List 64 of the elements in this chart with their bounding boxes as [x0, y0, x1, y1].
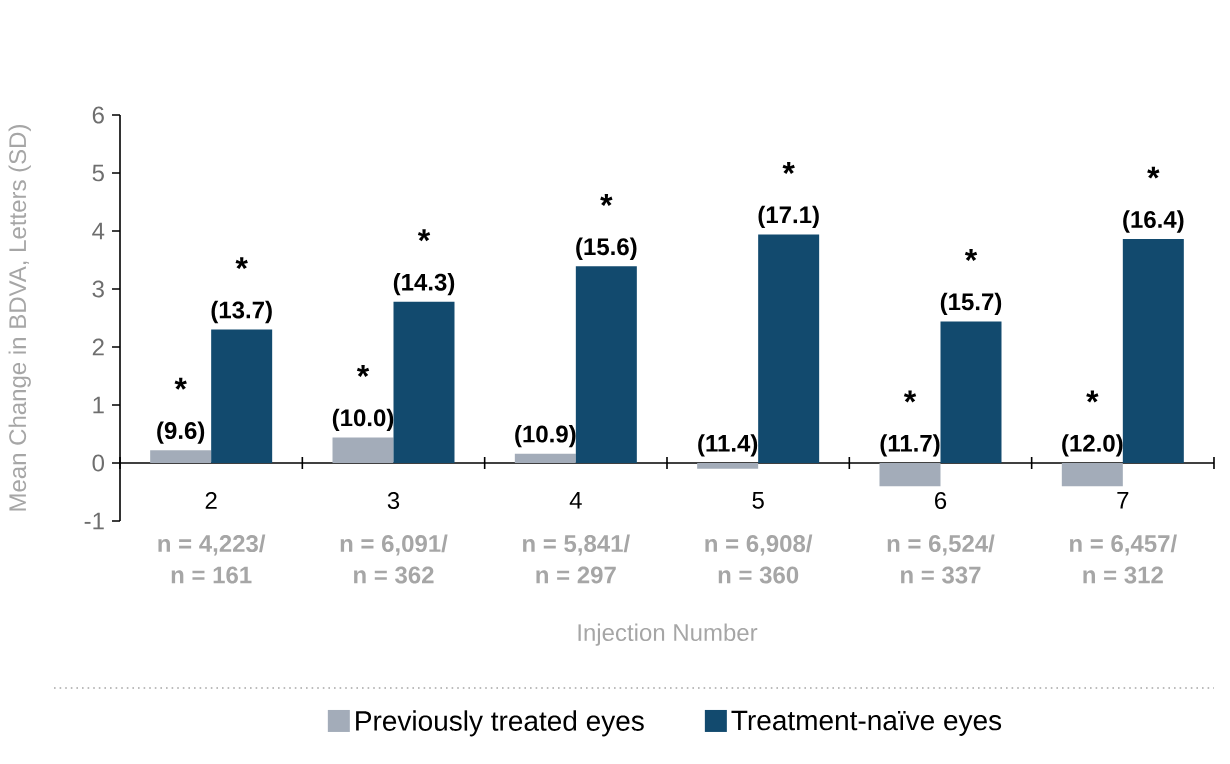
y-tick-label: 3: [92, 280, 104, 298]
bar: [393, 301, 455, 463]
bar: [697, 462, 759, 469]
bar: [575, 266, 637, 463]
y-tick-label: 4: [92, 222, 105, 240]
bar: [940, 321, 1002, 463]
bar: [150, 450, 212, 463]
annotation: (16.4): [1123, 210, 1184, 233]
annotation: (9.6): [157, 421, 205, 444]
y-axis-title: Mean Change in BDVA, Letters (SD): [8, 125, 31, 511]
annotation: (15.6): [576, 237, 637, 260]
text: n = 4,223/: [158, 534, 266, 556]
x-tick-label: 2: [205, 492, 217, 509]
legend-label: Treatment-naïve eyes: [731, 710, 1002, 736]
text: n = 6,457/: [1070, 534, 1177, 556]
text: n = 362: [354, 566, 434, 584]
annotation: (10.9): [515, 424, 576, 448]
text: n = 312: [1083, 566, 1163, 584]
annotation: *: [782, 162, 795, 174]
annotation: (15.7): [940, 292, 1002, 316]
y-tick-label: 1: [93, 396, 104, 414]
y-tick-label: 5: [92, 164, 104, 182]
annotation: *: [964, 249, 978, 261]
text: n = 297: [536, 566, 616, 584]
y-tick-label: 6: [92, 106, 104, 124]
legend-label: Previously treated eyes: [356, 710, 644, 737]
bar: [211, 329, 273, 463]
x-tick-label: 3: [387, 492, 400, 510]
text: n = 6,091/: [340, 534, 448, 556]
x-tick-label: 6: [935, 492, 947, 510]
text: n = 5,841/: [523, 534, 630, 556]
annotation: (10.0): [332, 408, 394, 432]
x-tick-label: 4: [569, 492, 582, 509]
text: n = 360: [718, 566, 799, 584]
annotation: (17.1): [758, 205, 819, 229]
annotation: *: [417, 229, 431, 242]
annotation: *: [174, 377, 187, 390]
annotation: *: [235, 257, 248, 270]
annotation: (11.4): [698, 434, 758, 457]
annotation: *: [903, 390, 917, 403]
annotation: *: [1147, 166, 1160, 179]
text: n = 161: [171, 566, 252, 584]
bar: [332, 437, 394, 463]
x-axis-title: Injection Number: [578, 623, 758, 646]
x-tick-label: 5: [752, 492, 764, 509]
annotation: (13.7): [211, 300, 272, 324]
annotation: (14.3): [393, 273, 455, 296]
annotation: (12.0): [1062, 434, 1123, 457]
text: n = 6,908/: [705, 534, 813, 556]
annotation: *: [356, 365, 370, 377]
bar: [1122, 239, 1184, 463]
y-tick-label: 0: [92, 454, 105, 472]
bar: [758, 234, 820, 463]
bar: [514, 453, 576, 463]
y-tick-label: -1: [84, 512, 104, 530]
text: n = 337: [901, 566, 981, 584]
annotation: *: [1086, 390, 1099, 403]
annotation: *: [600, 193, 613, 206]
annotation: (11.7): [880, 434, 940, 457]
text: n = 6,524/: [887, 534, 995, 556]
x-tick-label: 7: [1117, 492, 1129, 509]
bar: [879, 462, 941, 487]
y-tick-label: 2: [92, 338, 104, 356]
bar: [1061, 462, 1123, 487]
